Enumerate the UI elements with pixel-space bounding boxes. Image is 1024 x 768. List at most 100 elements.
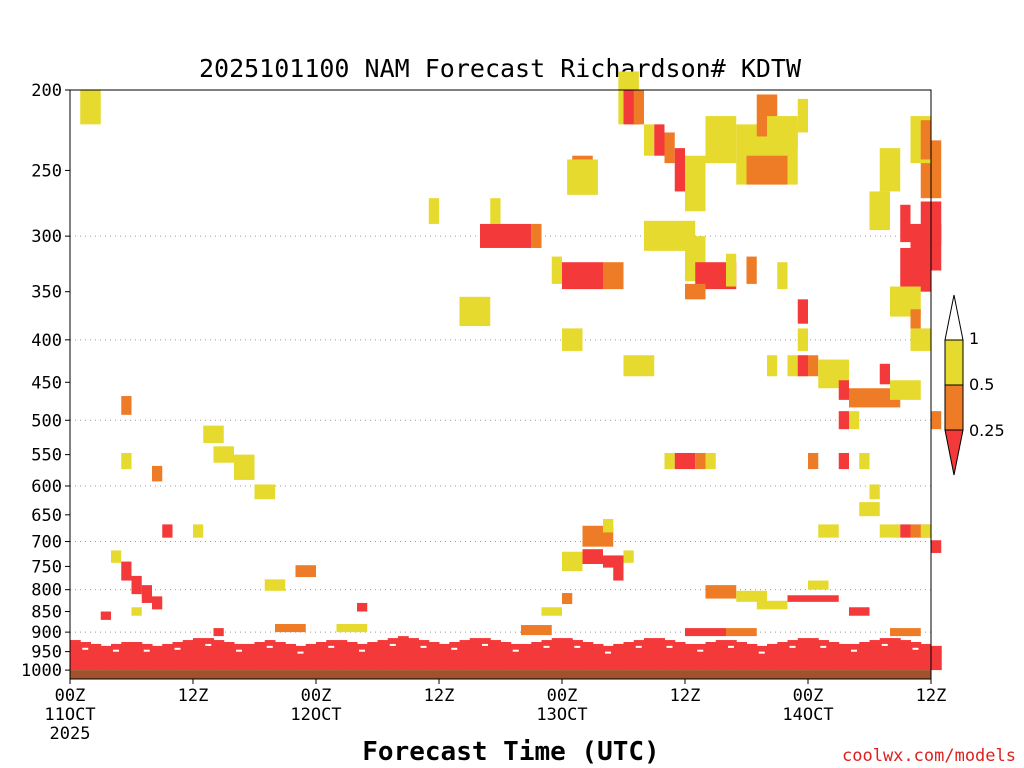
ri-cell-5 xyxy=(654,124,665,156)
ri-cell-17 xyxy=(428,198,439,224)
band-col-44 xyxy=(521,643,532,671)
band-col-4 xyxy=(111,643,122,671)
band-col-7 xyxy=(141,643,153,671)
ri-cell-13 xyxy=(767,116,798,149)
ri-cell-67 xyxy=(152,465,163,482)
band-col-10 xyxy=(172,641,184,671)
ytick-label-850: 850 xyxy=(31,603,62,623)
ri-cell-65 xyxy=(234,454,255,480)
band-col-51 xyxy=(592,643,604,671)
band-col-29 xyxy=(367,641,378,671)
band-col-21 xyxy=(285,643,296,671)
ri-cell-104 xyxy=(541,607,562,616)
band-gap-31 xyxy=(389,643,396,646)
band-gap-43 xyxy=(512,649,519,652)
ytick-label-650: 650 xyxy=(31,506,62,526)
colorbar-label-0: 1 xyxy=(969,329,979,348)
ri-cell-69 xyxy=(674,452,696,470)
band-gap-1 xyxy=(82,647,89,650)
ri-cell-34 xyxy=(797,328,808,351)
xtick-year-0: 2025 xyxy=(50,724,91,744)
ri-cell-45 xyxy=(838,411,849,430)
ri-cell-22 xyxy=(562,262,603,290)
ri-cell-109 xyxy=(357,602,368,612)
ri-cell-78 xyxy=(193,524,204,538)
ri-cell-8 xyxy=(685,155,706,212)
band-gap-79 xyxy=(881,643,888,646)
ri-cell-68 xyxy=(664,452,675,470)
band-col-2 xyxy=(90,643,102,671)
band-gap-19 xyxy=(266,645,273,648)
xtick-sub-4: 13OCT xyxy=(536,705,587,725)
band-gap-52 xyxy=(605,651,611,654)
band-col-63 xyxy=(715,640,727,671)
colorbar: 1 0.5 0.25 xyxy=(944,294,1005,476)
ri-cell-87 xyxy=(562,551,583,572)
ri-cell-96 xyxy=(152,596,163,610)
ri-cell-79 xyxy=(818,524,839,538)
band-col-61 xyxy=(695,643,706,671)
band-gap-4 xyxy=(113,649,119,652)
band-col-75 xyxy=(838,643,850,671)
colorbar-orange xyxy=(944,384,964,431)
grid-lines xyxy=(70,235,931,653)
band-col-5 xyxy=(121,641,132,671)
ri-cell-116 xyxy=(890,628,921,637)
ytick-label-200: 200 xyxy=(31,81,62,101)
band-col-39 xyxy=(469,638,481,671)
ri-cell-6 xyxy=(664,132,675,164)
x-axis-label: Forecast Time (UTC) xyxy=(362,737,659,767)
xtick-label-5: 12Z xyxy=(670,686,701,706)
band-col-64 xyxy=(726,640,737,671)
band-col-49 xyxy=(572,640,583,671)
ri-cell-40 xyxy=(838,380,849,400)
ri-cell-37 xyxy=(797,355,808,377)
band-col-67 xyxy=(756,645,768,671)
band-col-38 xyxy=(459,640,471,671)
ri-cell-97 xyxy=(295,565,316,578)
ri-cell-48 xyxy=(869,191,890,231)
ri-cell-101 xyxy=(787,595,839,602)
band-col-35 xyxy=(428,641,440,671)
ri-cell-4 xyxy=(644,124,655,156)
y-axis-ticks: 200 250 300 350 400 450 500 550 600 650 700 750 8008… xyxy=(21,81,70,681)
band-gap-16 xyxy=(236,649,242,652)
ri-cells xyxy=(80,71,942,637)
ri-cell-71 xyxy=(705,452,716,470)
ri-cell-18 xyxy=(490,198,501,224)
band-col-31 xyxy=(387,638,399,671)
ri-cell-14 xyxy=(797,98,808,133)
ri-cell-38 xyxy=(808,355,819,377)
ri-cell-3 xyxy=(633,90,644,125)
band-col-42 xyxy=(500,641,512,671)
band-col-58 xyxy=(664,640,676,671)
ri-cell-72 xyxy=(808,452,819,470)
band-col-18 xyxy=(254,641,266,671)
ri-cell-74 xyxy=(859,452,870,470)
band-col-72 xyxy=(808,638,819,671)
band-col-73 xyxy=(818,640,829,671)
ytick-label-950: 950 xyxy=(31,643,62,663)
band-col-26 xyxy=(336,640,348,671)
ri-cell-108 xyxy=(100,611,111,620)
band-col-33 xyxy=(408,638,419,671)
band-col-62 xyxy=(705,641,717,671)
band-col-41 xyxy=(490,640,501,671)
ri-cell-41 xyxy=(849,388,870,408)
band-gap-49 xyxy=(574,645,581,648)
ri-cell-81 xyxy=(900,524,911,538)
colorbar-label-1: 0.5 xyxy=(969,375,994,394)
ri-cell-111 xyxy=(275,624,306,633)
band-col-13 xyxy=(203,638,214,671)
band-col-28 xyxy=(357,643,368,671)
band-col-80 xyxy=(890,638,901,671)
ri-cell-28 xyxy=(726,253,737,287)
band-gap-28 xyxy=(359,649,365,652)
ri-cell-61 xyxy=(121,396,132,415)
ri-cell-50 xyxy=(900,204,911,243)
ri-cell-93 xyxy=(121,561,132,581)
band-gap-70 xyxy=(789,645,796,648)
band-col-1 xyxy=(80,641,91,671)
